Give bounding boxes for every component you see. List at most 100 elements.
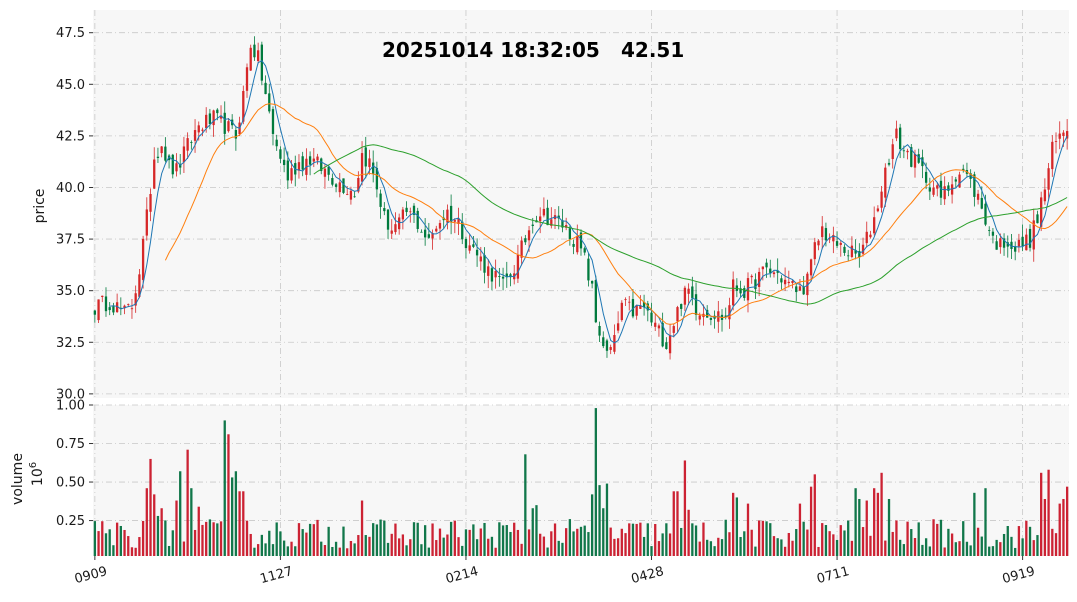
volume-bar <box>242 491 245 556</box>
candle-body <box>461 221 464 240</box>
candle-body <box>984 203 987 225</box>
candle <box>416 207 419 233</box>
candle-body <box>602 337 605 347</box>
volume-bar <box>590 494 594 556</box>
candle-body <box>498 276 501 277</box>
candle-body <box>364 147 367 167</box>
volume-bar <box>988 546 991 556</box>
candle <box>245 63 249 98</box>
volume-bar <box>501 525 505 556</box>
candle-body <box>798 286 802 291</box>
volume-bar <box>134 547 137 556</box>
volume-bar <box>312 524 315 556</box>
volume-bar <box>483 522 486 556</box>
candle <box>539 207 542 234</box>
candle-body <box>732 279 735 306</box>
candle <box>995 235 998 250</box>
candle <box>208 108 212 130</box>
candle-body <box>501 276 505 279</box>
candle-body <box>572 243 575 247</box>
x-tick-label: 0428 <box>630 564 666 587</box>
candle <box>832 226 835 254</box>
volume-tick-label: 0.75 <box>56 437 85 452</box>
volume-bar <box>698 541 701 556</box>
candle-body <box>219 115 223 119</box>
candle <box>119 297 122 316</box>
candle <box>379 189 382 219</box>
candle-body <box>438 223 442 229</box>
candle <box>453 218 456 234</box>
volume-bar <box>553 523 557 556</box>
candles <box>93 36 1069 360</box>
candle <box>516 244 520 284</box>
candle-body <box>409 211 412 213</box>
candle <box>783 267 787 291</box>
candle-body <box>772 272 776 275</box>
candle-body <box>902 150 906 152</box>
candle <box>279 146 282 164</box>
volume-bar <box>375 524 379 556</box>
volume-bar <box>572 531 575 556</box>
volume-bar <box>372 523 375 556</box>
candle <box>869 230 872 239</box>
candle <box>327 165 330 181</box>
candle-body <box>1006 242 1009 247</box>
volume-bar <box>216 523 219 556</box>
candle-body <box>639 305 642 309</box>
volume-bar <box>687 509 690 556</box>
candle-body <box>342 178 345 193</box>
candle <box>954 176 957 188</box>
candle-body <box>709 317 713 320</box>
candle-body <box>676 307 679 322</box>
volume-bar <box>613 538 616 556</box>
volume-bar <box>464 529 468 556</box>
volume-bar <box>910 529 913 556</box>
volume-bar <box>739 537 742 556</box>
volume-bar <box>398 538 401 556</box>
volume-bar <box>108 529 111 556</box>
volume-bar <box>913 537 917 556</box>
volume-bar <box>420 544 423 556</box>
candle-body <box>97 299 100 321</box>
volume-bars <box>93 408 1069 556</box>
candle-body <box>817 240 820 246</box>
candle-body <box>398 217 401 230</box>
volume-bar <box>364 535 367 556</box>
volume-bar <box>435 540 438 556</box>
candle-body <box>175 163 178 172</box>
candle <box>769 259 772 278</box>
candle <box>602 331 605 349</box>
volume-bar <box>412 522 416 556</box>
candle-body <box>271 109 275 134</box>
candle-body <box>242 90 245 122</box>
candle <box>501 267 505 291</box>
candle <box>112 302 115 316</box>
price-tick-label: 47.5 <box>56 26 85 41</box>
candle-body <box>468 245 471 251</box>
candle-body <box>924 171 928 183</box>
candle <box>761 266 764 281</box>
candle <box>338 173 341 198</box>
volume-bar <box>1036 535 1039 556</box>
candle-body <box>999 238 1002 248</box>
candle-body <box>928 187 931 192</box>
candle-body <box>657 325 661 329</box>
volume-bar <box>505 525 508 556</box>
ma5-line <box>109 60 1068 344</box>
candle-body <box>887 162 891 165</box>
volume-bar <box>405 545 408 556</box>
candle <box>475 238 479 267</box>
volume-bar <box>531 508 534 556</box>
candle <box>988 226 991 237</box>
volume-bar <box>1017 526 1021 556</box>
volume-bar <box>650 546 653 556</box>
volume-tick-label: 0.50 <box>56 476 85 491</box>
candle <box>193 119 197 153</box>
volume-bar <box>123 529 126 556</box>
candle-body <box>854 249 857 254</box>
volume-bar <box>976 527 980 556</box>
volume-bar <box>772 536 776 556</box>
volume-bar <box>138 537 141 556</box>
candle <box>390 219 393 240</box>
candle-body <box>112 306 115 313</box>
